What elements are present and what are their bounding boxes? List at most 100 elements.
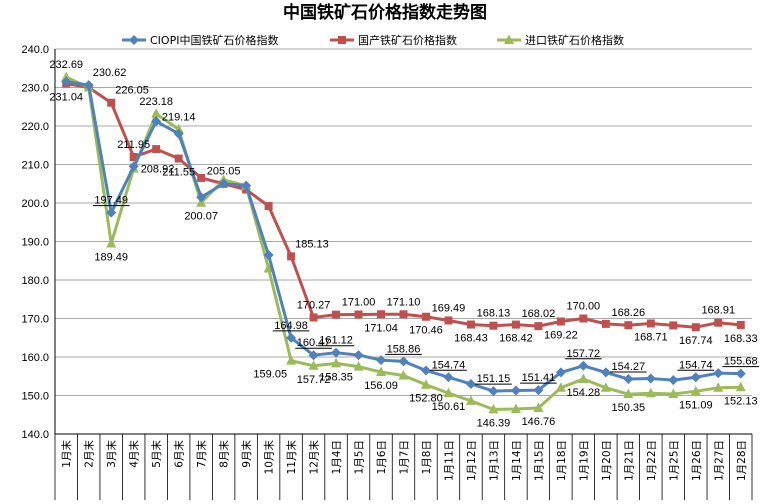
data-point-triangle (600, 382, 611, 392)
data-point-square (466, 320, 475, 329)
y-tick-label: 150.0 (21, 391, 49, 403)
data-label: 223.18 (139, 96, 173, 108)
data-point-square (646, 319, 655, 328)
data-label: 151.09 (679, 399, 713, 411)
x-tick-label: 12月末 (308, 440, 321, 475)
data-point-diamond (465, 378, 476, 389)
data-point-diamond (331, 347, 342, 358)
x-tick-label: 1月19日 (578, 440, 590, 481)
data-label: 146.76 (522, 416, 556, 428)
data-point-diamond (376, 355, 387, 366)
data-label: 170.46 (409, 325, 443, 337)
x-tick-label: 1月21日 (623, 440, 635, 481)
data-point-square (399, 310, 408, 319)
y-tick-label: 190.0 (21, 237, 49, 249)
data-point-diamond (151, 116, 162, 127)
data-point-triangle (420, 379, 431, 389)
data-label: 226.05 (115, 85, 149, 97)
data-point-triangle (61, 71, 72, 82)
data-label: 164.98 (274, 320, 308, 332)
data-point-square (377, 310, 386, 319)
data-point-diamond (241, 180, 252, 191)
data-point-triangle (668, 388, 679, 398)
data-point-square (601, 319, 610, 328)
data-label: 168.43 (454, 333, 488, 345)
data-point-diamond (398, 356, 409, 367)
x-tick-label: 1月11日 (443, 440, 455, 481)
data-point-diamond (443, 372, 454, 383)
data-point-triangle (735, 381, 746, 392)
data-label: 152.13 (724, 395, 758, 407)
x-tick-label: 8月末 (218, 440, 231, 468)
data-point-square (691, 323, 700, 332)
x-tick-label: 1月26日 (691, 440, 703, 481)
data-point-triangle (376, 366, 387, 377)
data-label: 200.07 (184, 211, 218, 223)
data-label: 154.27 (612, 361, 646, 373)
y-tick-label: 200.0 (21, 198, 49, 210)
data-label: 146.39 (477, 417, 511, 429)
data-point-square (489, 321, 498, 330)
data-labels: 232.69 231.04 230.62 226.05 197.49 189.49 211.… (49, 59, 760, 429)
series-layer (61, 71, 746, 414)
data-point-diamond (555, 367, 566, 378)
x-tick-label: 4月末 (128, 440, 141, 468)
data-point-square (669, 321, 678, 330)
data-point-triangle (331, 357, 342, 368)
data-point-triangle (533, 402, 544, 412)
data-point-triangle (263, 262, 274, 273)
data-label: 232.69 (49, 59, 83, 71)
data-point-square (152, 145, 161, 154)
data-label: 168.91 (701, 305, 735, 317)
data-point-diamond (488, 386, 499, 397)
data-point-triangle (398, 369, 409, 380)
data-point-diamond (196, 192, 207, 203)
legend-label: CIOPI中国铁矿石价格指数 (150, 33, 278, 47)
data-point-square (714, 318, 723, 327)
series-group (61, 76, 746, 397)
data-point-diamond (83, 80, 94, 91)
data-label: 168.71 (634, 331, 668, 343)
data-point-square (421, 312, 430, 321)
data-point-square (556, 317, 565, 326)
x-tick-label: 1月7日 (399, 440, 411, 474)
legend-item: CIOPI中国铁矿石价格指数 (122, 33, 278, 47)
data-point-diamond (668, 375, 679, 386)
data-point-square (511, 320, 520, 329)
data-label: 169.49 (432, 302, 466, 314)
x-tick-label: 1月20日 (601, 440, 613, 481)
x-tick-label: 1月22日 (646, 440, 658, 481)
data-point-triangle (555, 382, 566, 392)
x-tick-label: 3月末 (105, 440, 118, 468)
data-point-diamond (106, 207, 117, 218)
x-tick-label: 1月13日 (488, 440, 500, 481)
data-point-triangle (510, 403, 521, 413)
data-point-triangle (286, 355, 297, 365)
data-point-diamond (690, 372, 701, 383)
series-group (62, 79, 745, 332)
data-label: 150.35 (612, 402, 646, 414)
data-point-diamond (735, 368, 746, 379)
data-label: 168.42 (499, 333, 533, 345)
legend: CIOPI中国铁矿石价格指数 国产铁矿石价格指数 进口铁矿石价格指数 (122, 33, 624, 47)
data-label: 156.09 (364, 380, 398, 392)
data-point-square (107, 98, 116, 107)
data-point-square (264, 202, 273, 211)
data-point-diamond (61, 76, 72, 87)
x-tick-label: 1月14日 (511, 440, 523, 481)
data-label: 168.02 (522, 308, 556, 320)
x-tick-label: 1月末 (60, 440, 73, 468)
data-label: 151.15 (477, 373, 511, 385)
data-point-square (338, 36, 346, 44)
data-point-triangle (308, 360, 319, 370)
data-point-square (174, 154, 183, 163)
data-point-triangle (713, 382, 724, 392)
data-point-triangle (106, 237, 117, 248)
data-label: 168.26 (612, 307, 646, 319)
data-point-square (534, 322, 543, 331)
x-tick-label: 5月末 (150, 440, 163, 468)
data-point-diamond (286, 332, 297, 343)
data-label: 151.41 (522, 372, 556, 384)
